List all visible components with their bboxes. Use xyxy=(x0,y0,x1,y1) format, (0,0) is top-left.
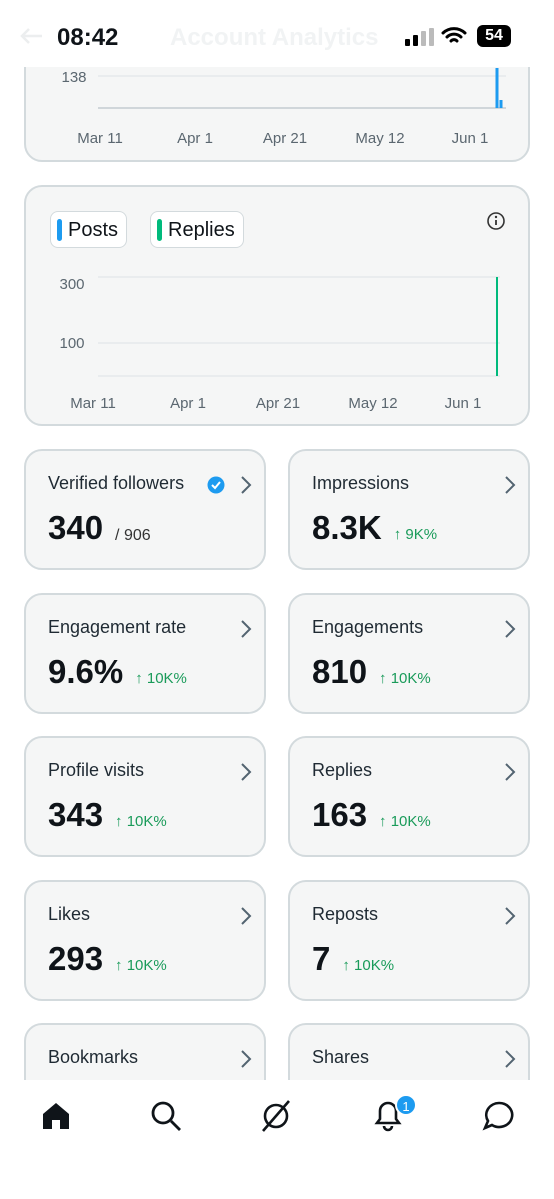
metric-value: 8.3K xyxy=(312,509,382,546)
y-tick-label: 300 xyxy=(59,276,85,293)
metric-value: 9.6% xyxy=(48,652,124,690)
y-tick-label: 138 xyxy=(61,69,87,86)
grok-icon[interactable] xyxy=(259,1098,293,1134)
notification-badge: 1 xyxy=(395,1094,417,1116)
chevron-icon xyxy=(504,475,516,500)
x-tick-label: Apr 1 xyxy=(170,395,206,412)
content: 138 Mar 11 Apr 1 Apr 21 May 12 Jun 1 Posts R… xyxy=(24,20,530,1080)
metric-value: 7 xyxy=(312,939,331,977)
chevron-icon xyxy=(240,762,252,787)
x-tick-label: Jun 1 xyxy=(451,130,489,147)
metric-label: Replies xyxy=(312,760,373,780)
metric-card[interactable]: Bookmarks xyxy=(24,1023,266,1080)
x-tick-label: Apr 21 xyxy=(255,395,301,412)
metric-value: 163 xyxy=(312,796,368,833)
metric-change: ↑ 10K% xyxy=(379,669,431,687)
metric-card[interactable]: Engagement rate 9.6% ↑ 10K% xyxy=(24,592,266,714)
metric-change: ↑ 10K% xyxy=(115,956,167,974)
chevron-icon xyxy=(240,906,252,931)
legend-chip[interactable]: Posts xyxy=(50,211,127,248)
metric-label: Bookmarks xyxy=(48,1047,139,1067)
metric-value: 340 xyxy=(48,509,104,546)
chevron-icon xyxy=(240,1049,252,1074)
metric-label: Likes xyxy=(48,903,91,924)
metric-card[interactable]: Engagements 810 ↑ 10K% xyxy=(288,592,530,714)
top-chart-plot xyxy=(98,68,506,109)
metric-card[interactable]: Verified followers 340 / 906 xyxy=(24,449,266,570)
metric-change: ↑ 10K% xyxy=(115,813,167,830)
info-icon[interactable] xyxy=(486,211,506,231)
x-tick-label: May 12 xyxy=(355,130,405,147)
activity-chart-card: Posts Replies 300 100 Mar 11 Apr 1 Apr 21 M… xyxy=(24,185,530,426)
metric-card[interactable]: Profile visits 343 ↑ 10K% xyxy=(24,736,266,857)
metric-label: Engagement rate xyxy=(48,616,187,637)
metric-label: Profile visits xyxy=(48,760,145,780)
x-tick-label: Mar 11 xyxy=(70,395,116,412)
metric-value: 810 xyxy=(312,652,368,690)
header-title: Account Analytics xyxy=(170,24,379,51)
metric-card[interactable]: Impressions 8.3K ↑ 9K% xyxy=(288,449,530,570)
x-tick-label: May 12 xyxy=(348,395,398,412)
metric-card[interactable]: Likes 293 ↑ 10K% xyxy=(24,879,266,1001)
metric-card[interactable]: Reposts 7 ↑ 10K% xyxy=(288,879,530,1001)
metric-total: / 906 xyxy=(115,527,151,544)
time: 08:42 xyxy=(57,24,119,51)
metric-label: Engagements xyxy=(312,616,424,637)
chevron-icon xyxy=(504,906,516,931)
signal-icon xyxy=(405,28,434,46)
metric-label: Shares xyxy=(312,1047,370,1067)
x-tick-label: Mar 11 xyxy=(77,130,123,147)
metric-label: Verified followers xyxy=(48,473,185,493)
home-icon[interactable] xyxy=(40,1100,72,1132)
metric-label: Reposts xyxy=(312,903,379,924)
status-bar: 08:42 Account Analytics 54 xyxy=(0,0,554,67)
battery: 54 xyxy=(477,25,511,47)
y-tick-label: 100 xyxy=(59,335,85,352)
x-tick-label: Apr 1 xyxy=(177,130,213,147)
metric-label: Impressions xyxy=(312,473,410,493)
metric-change: ↑ 10K% xyxy=(379,813,431,830)
chevron-icon xyxy=(504,1049,516,1074)
bottom-nav: 1 xyxy=(0,1080,554,1199)
search-icon[interactable] xyxy=(150,1100,182,1132)
legend-label: Replies xyxy=(168,219,235,241)
activity-chart-plot xyxy=(98,276,500,377)
chevron-icon xyxy=(504,619,516,644)
metric-change: ↑ 10K% xyxy=(135,669,187,687)
verified-badge xyxy=(207,476,225,499)
chevron-icon xyxy=(240,619,252,644)
metric-card[interactable]: Shares xyxy=(288,1023,530,1080)
metric-value: 293 xyxy=(48,939,104,977)
chevron-icon xyxy=(240,475,252,500)
back-icon[interactable] xyxy=(18,26,44,46)
metric-card[interactable]: Replies 163 ↑ 10K% xyxy=(288,736,530,857)
metric-change: ↑ 9K% xyxy=(393,526,438,543)
legend-label: Posts xyxy=(68,219,119,241)
x-tick-label: Jun 1 xyxy=(444,395,482,412)
metric-change: ↑ 10K% xyxy=(342,956,395,974)
x-tick-label: Apr 21 xyxy=(262,130,308,147)
metric-value: 343 xyxy=(48,796,104,833)
legend-chip[interactable]: Replies xyxy=(150,211,244,248)
chevron-icon xyxy=(504,762,516,787)
messages-icon[interactable] xyxy=(482,1100,516,1132)
wifi-icon xyxy=(441,27,467,43)
